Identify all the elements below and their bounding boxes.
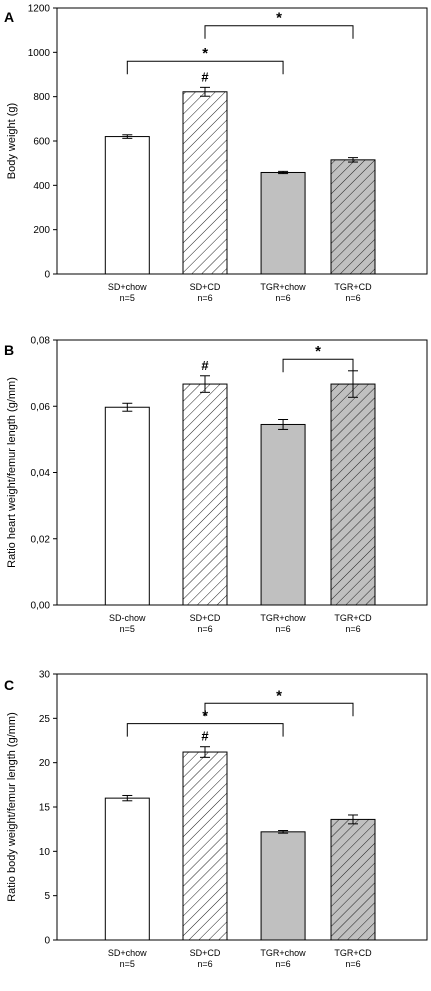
category-label: SD-chow [109,613,146,623]
y-tick-label: 200 [33,225,50,236]
bar [330,159,376,275]
category-label: SD+CD [190,948,221,958]
y-tick-label: 0,00 [31,601,51,612]
category-n-label: n=6 [345,293,360,303]
category-n-label: n=6 [197,959,212,969]
category-n-label: n=6 [197,624,212,634]
bar [182,91,228,275]
y-tick-label: 30 [39,670,51,681]
significance-bracket [126,60,284,75]
category-label: TGR+CD [334,613,372,623]
y-tick-label: 400 [33,181,50,192]
chart-panel-a: A Body weight (g) 0 200 400 600 800 1000 1200 SD+… [4,4,428,303]
y-tick-label: 0 [44,936,50,947]
category-n-label: n=5 [120,959,135,969]
bar [330,383,376,606]
y-tick-label: 15 [39,803,51,814]
bar [330,818,376,941]
significance-bracket [126,723,284,737]
y-tick-label: 10 [39,847,51,858]
category-label: TGR+chow [260,282,306,292]
y-axis-label: Body weight (g) [6,103,18,179]
y-tick-label: 5 [44,891,50,902]
chart-panel-b: B Ratio heart weight/femur length (g/mm) 0… [4,336,428,634]
y-tick-label: 0 [44,270,50,281]
y-tick-label: 0,04 [31,468,51,479]
y-tick-label: 20 [39,758,51,769]
y-tick-label: 800 [33,92,50,103]
significance-star: * [315,343,321,360]
category-label: TGR+chow [260,948,306,958]
category-n-label: n=6 [275,959,290,969]
category-n-label: n=6 [197,293,212,303]
y-tick-label: 0,02 [31,534,51,545]
significance-bracket [204,702,354,717]
y-axis-label: Ratio heart weight/femur length (g/mm) [6,377,18,568]
y-tick-label: 1000 [28,48,51,59]
significance-bracket [282,358,354,373]
category-label: TGR+CD [334,948,372,958]
significance-hash: # [201,69,209,84]
y-tick-label: 1200 [28,4,51,15]
significance-star: * [276,10,282,27]
category-label: SD+chow [108,282,147,292]
bar [182,383,228,606]
category-n-label: n=6 [345,624,360,634]
bar [182,751,228,941]
significance-bracket [204,25,354,39]
bar [104,797,150,941]
category-n-label: n=6 [345,959,360,969]
y-tick-label: 600 [33,137,50,148]
y-axis-label: Ratio body weight/femur length (g/mm) [6,712,18,902]
category-n-label: n=5 [120,624,135,634]
bar [260,831,306,941]
y-tick-label: 25 [39,714,51,725]
category-label: SD+chow [108,948,147,958]
category-label: SD+CD [190,613,221,623]
panel-letter: A [4,9,14,25]
significance-hash: # [201,358,209,373]
bar [104,406,150,606]
category-label: TGR+CD [334,282,372,292]
y-tick-label: 0,08 [31,336,51,347]
bar [104,136,150,275]
panel-letter: C [4,677,14,693]
significance-star: * [202,45,208,62]
chart-panel-c: C Ratio body weight/femur length (g/mm) 0 5… [4,670,428,969]
category-n-label: n=6 [275,624,290,634]
significance-hash: # [201,729,209,744]
significance-star: * [276,687,282,704]
category-n-label: n=5 [120,293,135,303]
category-label: SD+CD [190,282,221,292]
category-label: TGR+chow [260,613,306,623]
y-tick-label: 0,06 [31,402,51,413]
bar [260,423,306,606]
bar [260,171,306,275]
category-n-label: n=6 [275,293,290,303]
panel-letter: B [4,342,14,358]
